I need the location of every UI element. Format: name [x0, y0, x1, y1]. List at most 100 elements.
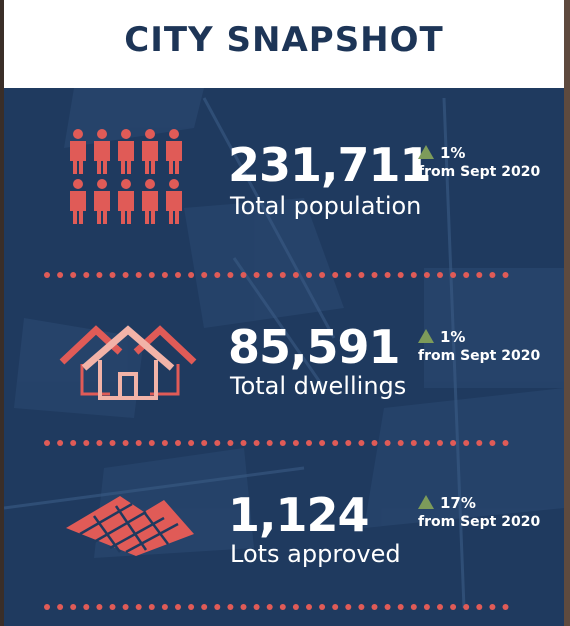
divider-dot — [175, 604, 181, 610]
divider-dot — [57, 272, 64, 278]
divider-dot — [345, 272, 352, 278]
divider-dot — [253, 440, 260, 446]
up-arrow-icon — [418, 495, 434, 509]
divider-dot — [279, 440, 286, 446]
divider-dot — [240, 440, 247, 446]
divider-dot — [397, 604, 404, 610]
divider-dot — [44, 440, 50, 446]
divider-dot — [345, 604, 352, 610]
divider-dot — [83, 272, 90, 278]
divider-dot — [502, 604, 509, 610]
divider-dot — [437, 440, 443, 446]
divider-dot — [70, 272, 77, 278]
up-arrow-icon — [418, 145, 434, 159]
divider-dot — [345, 440, 352, 446]
divider-dot — [410, 604, 417, 610]
divider-dot — [70, 440, 77, 446]
divider-dot — [463, 604, 470, 610]
stat-population: 231,711 Total population 1% from Sept 20… — [4, 128, 564, 278]
divider-dot — [175, 272, 181, 278]
divider-dot — [397, 272, 404, 278]
divider-dot — [57, 604, 64, 610]
divider-dot — [96, 272, 103, 278]
divider-dot — [319, 272, 326, 278]
divider-dot — [188, 440, 195, 446]
divider-dot — [148, 440, 155, 446]
divider-dot — [358, 440, 365, 446]
divider-dot — [44, 604, 50, 610]
divider-dot — [109, 440, 116, 446]
population-change: 1% from Sept 2020 — [418, 144, 540, 181]
divider-dot — [292, 440, 299, 446]
divider-dot — [227, 440, 234, 446]
divider-dot — [83, 604, 90, 610]
divider-dot — [450, 440, 457, 446]
divider-dot — [292, 272, 299, 278]
stat-lots: 1,124 Lots approved 17% from Sept 2020 — [4, 482, 564, 626]
divider-dot — [109, 604, 116, 610]
divider-dot — [397, 440, 404, 446]
divider-dot — [44, 272, 50, 278]
divider-dots — [44, 604, 509, 610]
divider-dot — [227, 272, 234, 278]
divider-dots — [44, 440, 509, 446]
divider-dot — [201, 272, 208, 278]
divider-dot — [161, 604, 168, 610]
up-arrow-icon — [418, 329, 434, 343]
divider-dot — [279, 272, 286, 278]
divider-dot — [266, 272, 273, 278]
divider-dot — [332, 440, 339, 446]
divider-dot — [358, 272, 365, 278]
population-change-ref: from Sept 2020 — [418, 163, 541, 180]
divider-dot — [279, 604, 286, 610]
divider-dot — [502, 440, 509, 446]
divider-dot — [188, 604, 195, 610]
divider-dot — [70, 604, 77, 610]
people-icon — [70, 129, 182, 224]
divider-dot — [463, 272, 470, 278]
divider-dot — [384, 272, 391, 278]
divider-dot — [384, 604, 391, 610]
divider-dot — [214, 272, 221, 278]
background-street-image — [4, 88, 564, 609]
background-frame-left — [0, 0, 4, 626]
divider-dot — [253, 604, 260, 610]
background-frame-right — [564, 0, 570, 626]
divider-dot — [122, 272, 129, 278]
divider-dot — [423, 272, 430, 278]
divider-dot — [57, 440, 64, 446]
divider-dot — [437, 604, 443, 610]
divider-dot — [437, 272, 443, 278]
population-change-pct: 1% — [440, 144, 466, 162]
divider-dot — [384, 440, 391, 446]
population-label: Total population — [230, 192, 422, 220]
divider-dot — [306, 604, 312, 610]
page-title: CITY SNAPSHOT — [124, 20, 444, 60]
lots-change-ref: from Sept 2020 — [418, 513, 541, 530]
divider-dot — [266, 604, 273, 610]
houses-icon — [59, 325, 197, 400]
divider-dot — [83, 440, 90, 446]
divider-dot — [476, 272, 483, 278]
divider-dot — [319, 604, 326, 610]
divider-dot — [175, 440, 181, 446]
divider-dot — [319, 440, 326, 446]
snapshot-panel: 231,711 Total population 1% from Sept 20… — [4, 88, 564, 626]
divider-dot — [135, 440, 142, 446]
land-lots-icon — [66, 496, 194, 556]
lots-label: Lots approved — [230, 540, 401, 568]
divider-dot — [450, 604, 457, 610]
divider-dot — [227, 604, 234, 610]
divider-dot — [489, 440, 496, 446]
divider-dot — [423, 440, 430, 446]
divider-dot — [201, 604, 208, 610]
divider-dot — [463, 440, 470, 446]
divider-dot — [201, 440, 208, 446]
divider-dot — [489, 272, 496, 278]
divider-dot — [161, 440, 168, 446]
divider-dot — [476, 604, 483, 610]
divider-dot — [148, 272, 155, 278]
divider-dot — [502, 272, 509, 278]
lots-change: 17% from Sept 2020 — [418, 494, 540, 531]
divider-dot — [489, 604, 496, 610]
